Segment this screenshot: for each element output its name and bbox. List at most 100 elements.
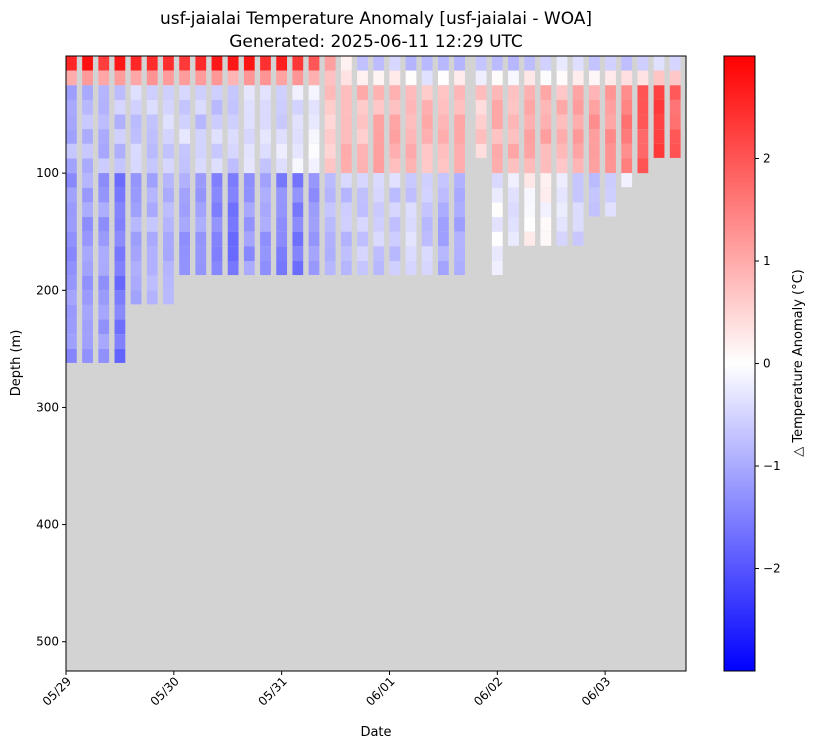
heatmap-cell: [66, 231, 77, 247]
heatmap-cell: [454, 70, 465, 86]
heatmap-cell: [179, 217, 190, 232]
heatmap-cell: [276, 261, 288, 276]
heatmap-cell: [260, 261, 271, 276]
heatmap-cell: [454, 129, 465, 144]
heatmap-cell: [260, 143, 271, 159]
heatmap-cell: [421, 158, 433, 174]
heatmap-cell: [340, 231, 352, 247]
heatmap-cell: [556, 231, 568, 246]
heatmap-cell: [146, 275, 158, 291]
heatmap-cell: [421, 261, 433, 276]
heatmap-cell: [308, 56, 320, 71]
heatmap-cell: [98, 304, 110, 320]
heatmap-cell: [588, 56, 600, 71]
heatmap-cell: [491, 70, 503, 86]
heatmap-cell: [637, 114, 649, 130]
heatmap-cell: [308, 114, 320, 130]
heatmap-cell: [227, 187, 239, 203]
heatmap-cell: [605, 114, 616, 130]
heatmap-cell: [454, 99, 465, 115]
heatmap-cell: [292, 56, 304, 71]
heatmap-cell: [195, 70, 207, 86]
heatmap-cell: [82, 304, 93, 320]
heatmap-cell: [475, 129, 487, 144]
heatmap-cell: [243, 261, 255, 276]
heatmap-cell: [421, 114, 433, 130]
heatmap-cell: [421, 231, 433, 247]
heatmap-cell: [163, 275, 174, 291]
heatmap-cell: [491, 99, 503, 115]
heatmap-cell: [438, 246, 449, 261]
heatmap-cell: [114, 143, 126, 159]
heatmap-cell: [357, 261, 368, 276]
heatmap-cell: [227, 246, 239, 261]
heatmap-cell: [276, 99, 288, 115]
heatmap-cell: [227, 217, 239, 232]
heatmap-cell: [357, 158, 368, 174]
heatmap-cell: [556, 143, 568, 159]
heatmap-cell: [66, 158, 77, 174]
heatmap-cell: [524, 99, 536, 115]
heatmap-cell: [292, 158, 304, 174]
heatmap-cell: [82, 319, 93, 335]
y-tick-label: 300: [36, 400, 59, 414]
heatmap-cell: [146, 173, 158, 188]
heatmap-cell: [524, 143, 536, 159]
heatmap-cell: [82, 129, 93, 144]
heatmap-cell: [146, 99, 158, 115]
heatmap-cell: [340, 158, 352, 174]
heatmap-cell: [243, 143, 255, 159]
heatmap-cell: [179, 173, 190, 188]
heatmap-cell: [605, 85, 616, 100]
heatmap-cell: [98, 334, 110, 349]
heatmap-cell: [243, 70, 255, 86]
heatmap-cell: [114, 334, 126, 349]
heatmap-cell: [179, 114, 190, 130]
heatmap-cell: [179, 56, 190, 71]
heatmap-cell: [621, 143, 633, 159]
heatmap-cell: [243, 158, 255, 174]
heatmap-cell: [475, 99, 487, 115]
heatmap-cell: [405, 173, 417, 188]
heatmap-cell: [146, 202, 158, 218]
heatmap-cell: [260, 114, 271, 130]
heatmap-cell: [98, 129, 110, 144]
heatmap-cell: [405, 202, 417, 218]
heatmap-cell: [357, 85, 368, 100]
heatmap-cell: [524, 114, 536, 130]
heatmap-cell: [179, 129, 190, 144]
heatmap-cell: [438, 158, 449, 174]
heatmap-cell: [524, 231, 536, 246]
heatmap-cell: [276, 85, 288, 100]
heatmap-cell: [389, 56, 401, 71]
heatmap-cell: [421, 143, 433, 159]
y-axis-label: Depth (m): [9, 330, 24, 397]
heatmap-cell: [211, 56, 223, 71]
heatmap-cell: [276, 173, 288, 188]
heatmap-cell: [373, 261, 385, 276]
heatmap-cell: [179, 261, 190, 276]
heatmap-cell: [340, 202, 352, 218]
heatmap-cell: [324, 217, 336, 232]
plot-frame: [65, 55, 687, 672]
heatmap-cell: [556, 85, 568, 100]
heatmap-cell: [475, 70, 487, 86]
heatmap-cell: [227, 129, 239, 144]
heatmap-cell: [653, 70, 665, 86]
heatmap-cell: [405, 85, 417, 100]
heatmap-cell: [653, 143, 665, 158]
y-tick-label: 100: [36, 166, 59, 180]
heatmap-cell: [389, 202, 401, 218]
heatmap-cell: [621, 56, 633, 71]
heatmap-cell: [243, 202, 255, 218]
heatmap-cell: [637, 70, 649, 86]
heatmap-cell: [276, 187, 288, 203]
heatmap-cell: [524, 70, 536, 86]
heatmap-cell: [260, 217, 271, 232]
colorbar-tick-label: −2: [763, 562, 781, 576]
x-tick-label: 05/31: [255, 674, 289, 708]
heatmap-cell: [179, 158, 190, 174]
heatmap-cell: [163, 99, 174, 115]
heatmap-cell: [66, 173, 77, 188]
heatmap-cell: [491, 217, 503, 232]
